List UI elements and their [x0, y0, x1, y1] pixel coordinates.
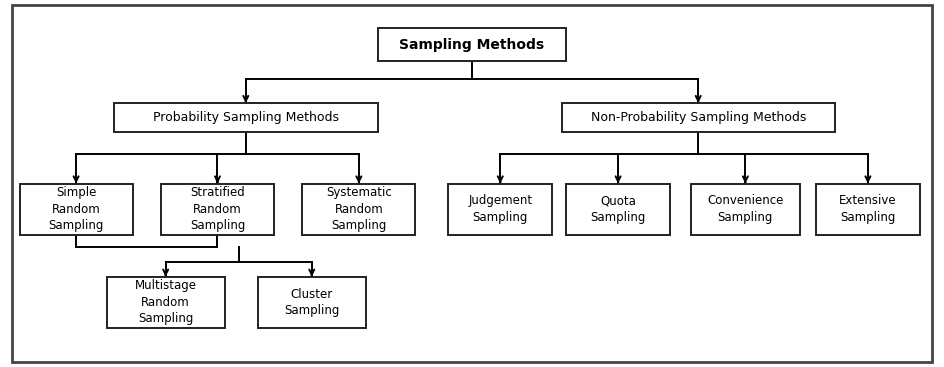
Text: Extensive
Sampling: Extensive Sampling — [839, 195, 897, 224]
FancyBboxPatch shape — [562, 103, 834, 132]
FancyBboxPatch shape — [378, 28, 566, 61]
FancyBboxPatch shape — [258, 277, 366, 328]
FancyBboxPatch shape — [816, 184, 919, 235]
Text: Convenience
Sampling: Convenience Sampling — [707, 195, 784, 224]
Text: Quota
Sampling: Quota Sampling — [590, 195, 646, 224]
FancyBboxPatch shape — [691, 184, 800, 235]
FancyBboxPatch shape — [448, 184, 552, 235]
Text: Non-Probability Sampling Methods: Non-Probability Sampling Methods — [591, 111, 806, 124]
Text: Judgement
Sampling: Judgement Sampling — [468, 195, 532, 224]
Text: Sampling Methods: Sampling Methods — [399, 37, 545, 52]
FancyBboxPatch shape — [566, 184, 670, 235]
Text: Systematic
Random
Sampling: Systematic Random Sampling — [326, 186, 392, 232]
Text: Simple
Random
Sampling: Simple Random Sampling — [48, 186, 104, 232]
FancyBboxPatch shape — [107, 277, 225, 328]
Text: Cluster
Sampling: Cluster Sampling — [284, 288, 340, 317]
FancyBboxPatch shape — [20, 184, 133, 235]
Text: Probability Sampling Methods: Probability Sampling Methods — [153, 111, 339, 124]
FancyBboxPatch shape — [302, 184, 415, 235]
Text: Stratified
Random
Sampling: Stratified Random Sampling — [190, 186, 245, 232]
FancyBboxPatch shape — [160, 184, 274, 235]
FancyBboxPatch shape — [114, 103, 378, 132]
Text: Multistage
Random
Sampling: Multistage Random Sampling — [135, 279, 196, 325]
